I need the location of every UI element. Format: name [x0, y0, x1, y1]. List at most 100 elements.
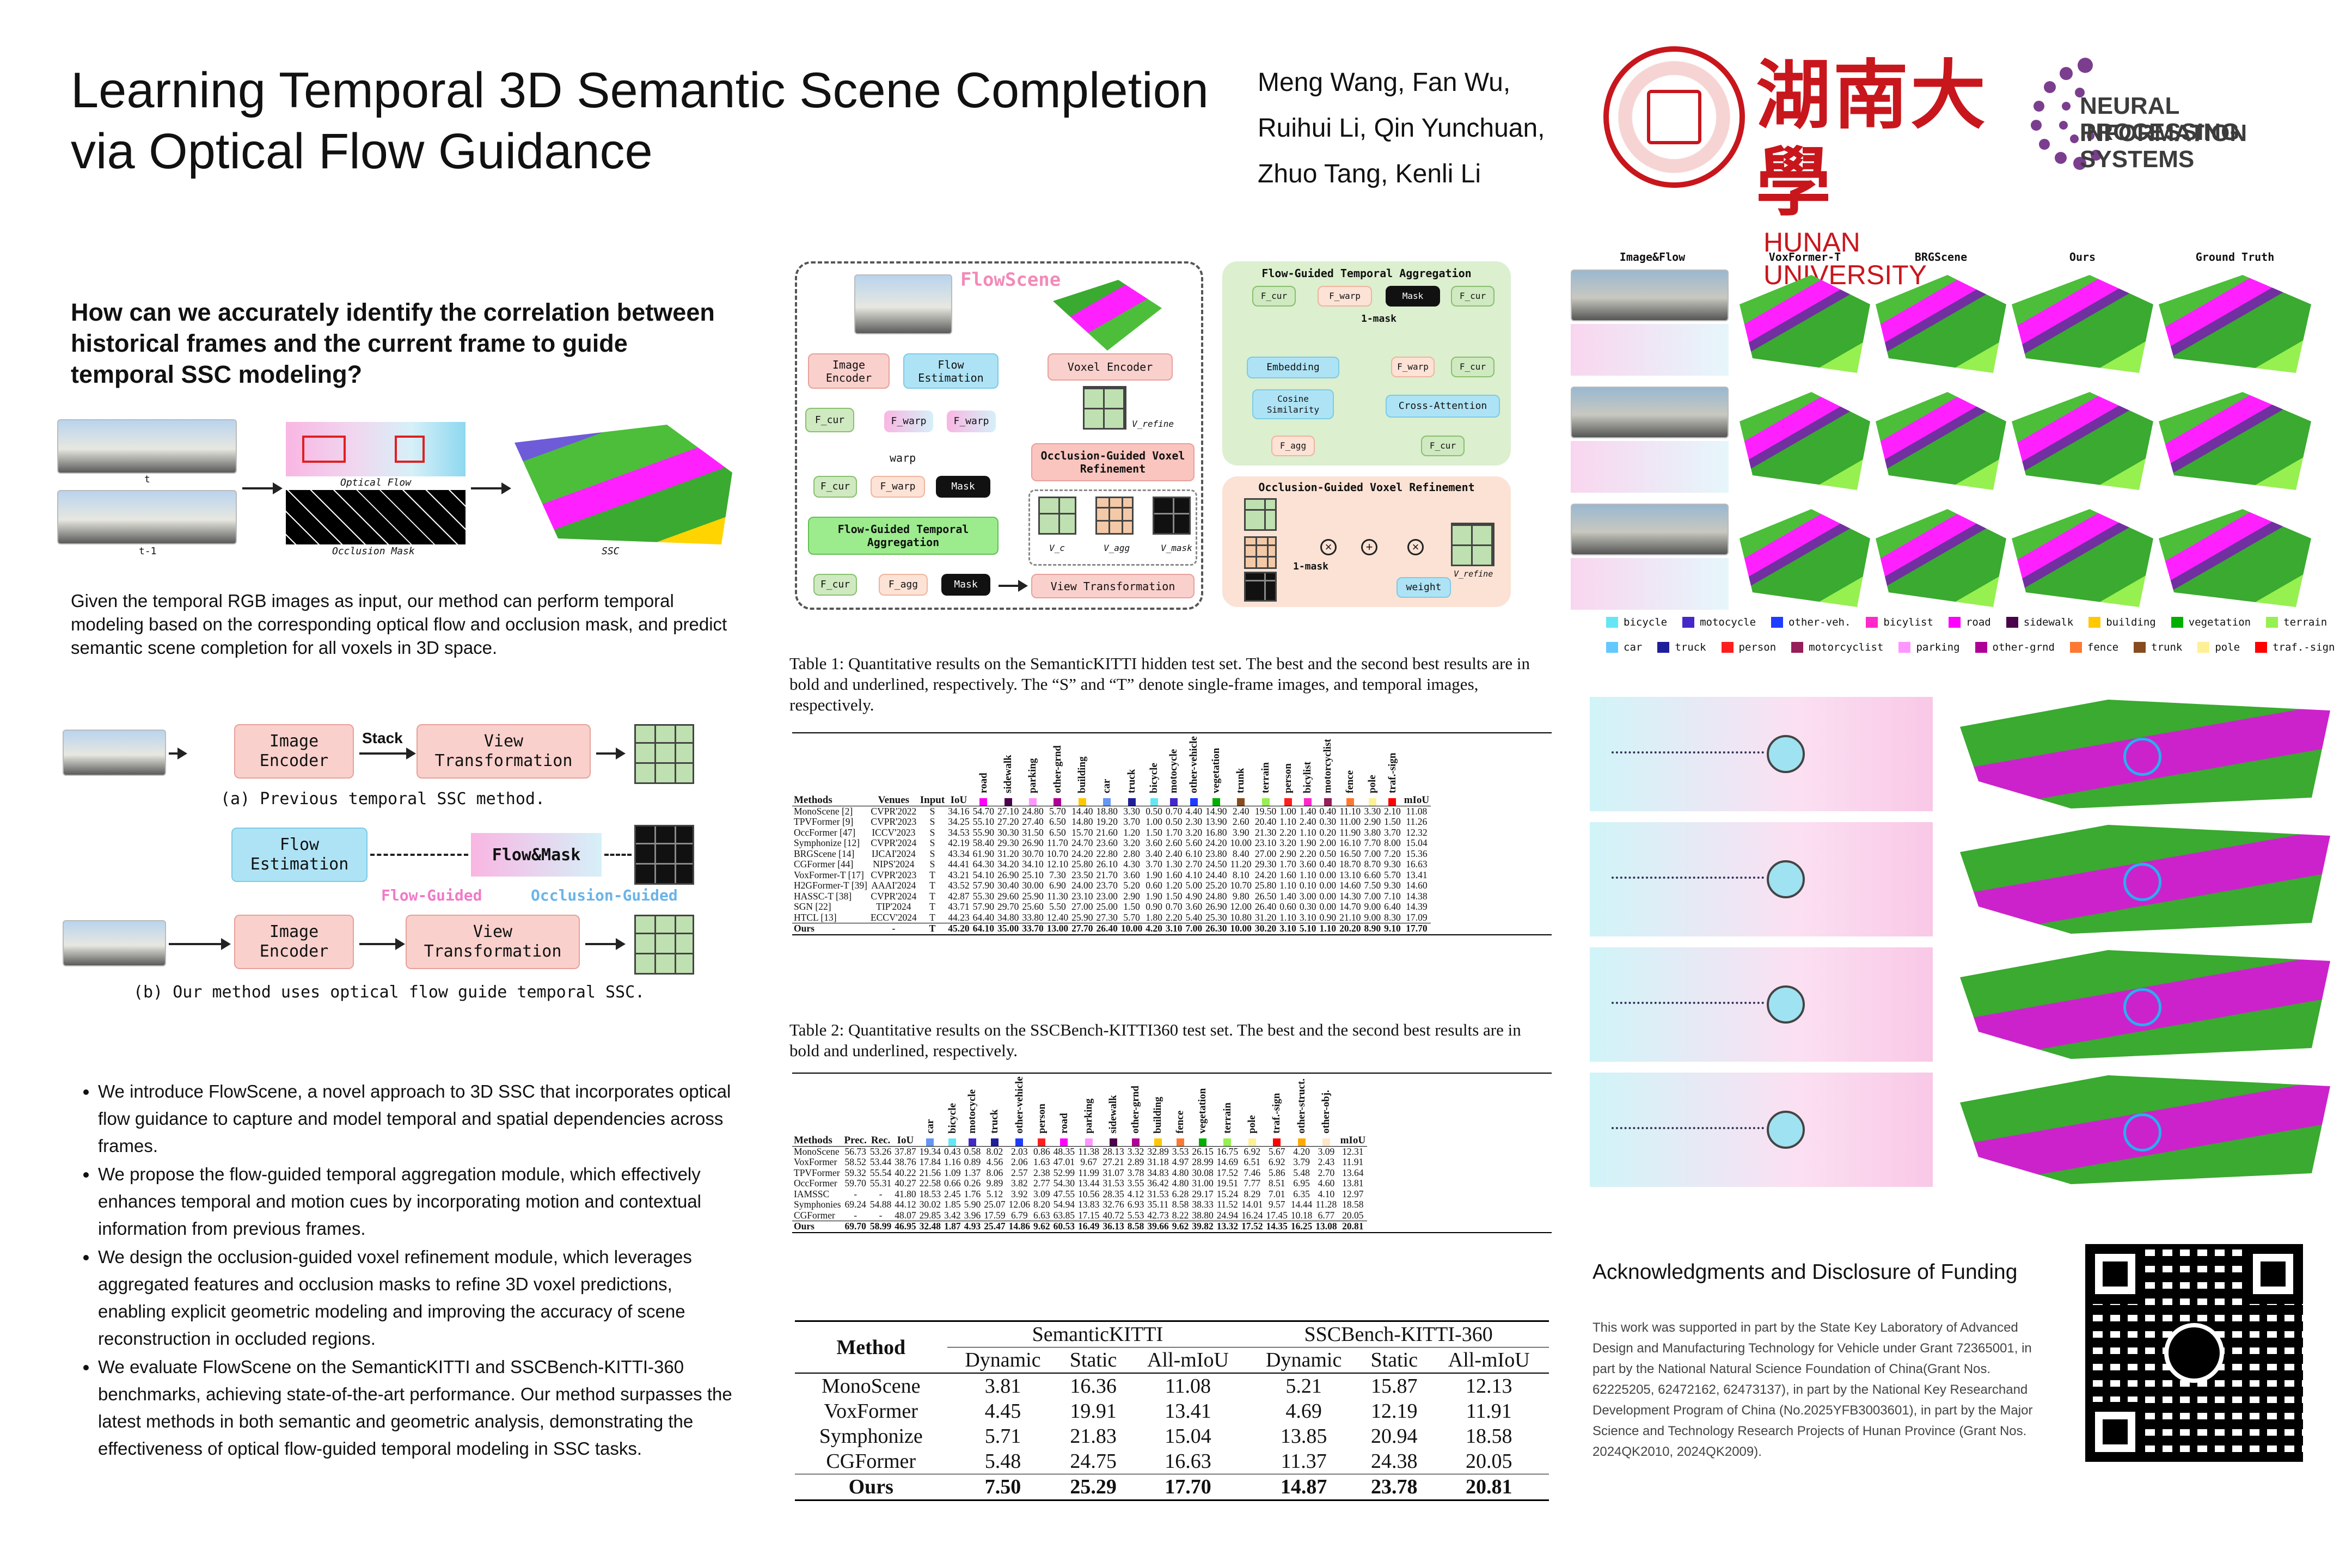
weight-box: weight	[1396, 577, 1451, 598]
table-cell: 21.83	[1070, 1425, 1117, 1448]
qual-grid	[1571, 270, 2344, 618]
table-cell: 29.70	[997, 901, 1019, 912]
class-name: pole	[1367, 775, 1378, 793]
table-cell: 14.40	[1071, 805, 1093, 817]
table-cell: VoxFormer	[794, 1156, 837, 1167]
class-swatch	[1177, 1138, 1185, 1146]
frame-t-image	[57, 419, 237, 474]
legend-swatch	[1657, 642, 1670, 653]
qual-col-header: Ground Truth	[2195, 250, 2275, 264]
table-cell: 3.79	[1293, 1156, 1310, 1167]
ssc-result-image	[514, 425, 732, 544]
table-cell: 47.01	[1053, 1156, 1075, 1167]
table-cell: 3.20	[1123, 837, 1140, 848]
table-cell: 3.60	[1146, 837, 1162, 848]
table-cell: 8.30	[1384, 911, 1401, 923]
class-name: motorcyclist	[1322, 739, 1333, 793]
qual-col-header: BRGScene	[1914, 250, 1968, 264]
table-cell: 2.45	[944, 1188, 961, 1199]
table-cell: 2.90	[1364, 816, 1381, 827]
table-cell: 13.10	[1339, 869, 1361, 880]
table-cell: 17.52	[1216, 1167, 1239, 1178]
table-cell: 31.20	[997, 848, 1019, 859]
table-cell: 32.48	[919, 1221, 941, 1232]
qualitative-figure: Image&Flow VoxFormer-T BRGScene Ours Ground …	[1571, 250, 2344, 653]
class-swatch	[1038, 1138, 1046, 1146]
label-t1: t-1	[139, 546, 157, 557]
table-cell: 3.60	[1185, 901, 1203, 912]
table-cell: 6.79	[1010, 1209, 1028, 1221]
table-cell: 26.30	[1205, 923, 1227, 934]
legend-swatch	[2255, 642, 2268, 653]
arch-view-transformation: View Transformation	[1031, 574, 1195, 598]
table-cell: CVPR'2024	[871, 837, 917, 848]
contribution-item: We evaluate FlowScene on the SemanticKIT…	[98, 1353, 735, 1462]
table-cell: OccFormer	[794, 1178, 837, 1189]
github-icon	[2164, 1323, 2224, 1383]
table-cell: 0.00	[1319, 869, 1337, 880]
table-cell: 5.53	[1127, 1209, 1144, 1221]
ogvr-one-mask: 1-mask	[1293, 561, 1329, 572]
arrow	[471, 482, 511, 494]
table-cell: CGFormer [44]	[794, 859, 854, 869]
qual-prediction	[2159, 275, 2311, 373]
table-class-header: car	[918, 1074, 942, 1146]
table-cell: 0.58	[964, 1146, 981, 1157]
table-cell: 2.40	[1299, 816, 1316, 827]
table-cell: 56.73	[844, 1146, 866, 1157]
fgta-detail: Flow-Guided Temporal Aggregation F_cur F…	[1222, 261, 1511, 465]
table-cell: 2.80	[1123, 848, 1140, 859]
table-cell: 2.60	[1232, 816, 1250, 827]
table-cell: 7.01	[1268, 1188, 1285, 1199]
legend-item: traf.-sign	[2255, 636, 2335, 658]
legend-label: car	[1624, 641, 1643, 653]
table-cell: 1.50	[1165, 890, 1183, 902]
table-cell: 2.77	[1033, 1178, 1050, 1189]
table-cell: 2.06	[1010, 1156, 1028, 1167]
table-cell: 11.52	[1217, 1199, 1238, 1210]
table-row: CGFormer - -48.07 29.85 3.42 3.96 17.59 6.79 6.6…	[792, 1210, 1367, 1221]
table-class-header: truck	[1119, 733, 1144, 806]
dotted-arrow	[1612, 751, 1764, 754]
table-cell: 1.85	[944, 1199, 961, 1210]
table-cell: TPVFormer [9]	[794, 816, 854, 827]
table-cell: 1.50	[1384, 816, 1401, 827]
class-swatch	[1078, 798, 1086, 806]
table-class-header: trunk	[1228, 733, 1253, 806]
table-cell: 1.10	[1319, 923, 1337, 934]
ogvr-output-cube	[1451, 523, 1494, 566]
table-cell: 5.71	[984, 1425, 1021, 1448]
legend-label: truck	[1675, 641, 1706, 653]
table-cell: 14.60	[1406, 880, 1428, 891]
table-cell: 43.71	[948, 901, 970, 912]
table-cell: OccFormer [47]	[794, 826, 856, 838]
table-cell: 0.26	[964, 1178, 981, 1189]
table3-header-cell: Static	[1069, 1349, 1117, 1371]
stack-label: Stack	[362, 730, 403, 746]
table-cell: 25.07	[984, 1199, 1006, 1210]
table-cell: 64.30	[972, 859, 994, 869]
table-cell: 17.84	[919, 1156, 941, 1167]
legend-item: other-grnd	[1975, 636, 2055, 658]
label-occlusion-mask: Occlusion Mask	[332, 546, 415, 557]
table-cell: 2.89	[1127, 1156, 1144, 1167]
class-swatch	[1223, 1138, 1232, 1146]
table-cell: 25.00	[1096, 901, 1118, 912]
table-cell: 44.12	[895, 1199, 916, 1210]
table-cell: VoxFormer	[824, 1400, 918, 1423]
table-cell: 1.16	[944, 1156, 961, 1167]
class-name: pole	[1246, 1115, 1258, 1134]
arch-fagg: F_agg	[879, 574, 928, 596]
label-t: t	[144, 474, 150, 485]
table-cell: 24.20	[1205, 837, 1227, 848]
table-header-cell: Methods	[794, 794, 832, 806]
table-cell: 23.80	[1205, 848, 1227, 859]
voxel-inputs-group: V_c V_agg V_mask	[1028, 489, 1197, 566]
table-cell: 3.53	[1172, 1146, 1189, 1157]
contribution-item: We introduce FlowScene, a novel approach…	[98, 1078, 735, 1160]
legend-swatch	[1606, 617, 1618, 628]
table-cell: 9.80	[1232, 890, 1250, 902]
table-cell: 15.04	[1165, 1425, 1211, 1448]
table-cell: 5.48	[1293, 1167, 1310, 1178]
table1-grid: Methods Venues Input IoU road sidewalk parking…	[792, 733, 1431, 934]
